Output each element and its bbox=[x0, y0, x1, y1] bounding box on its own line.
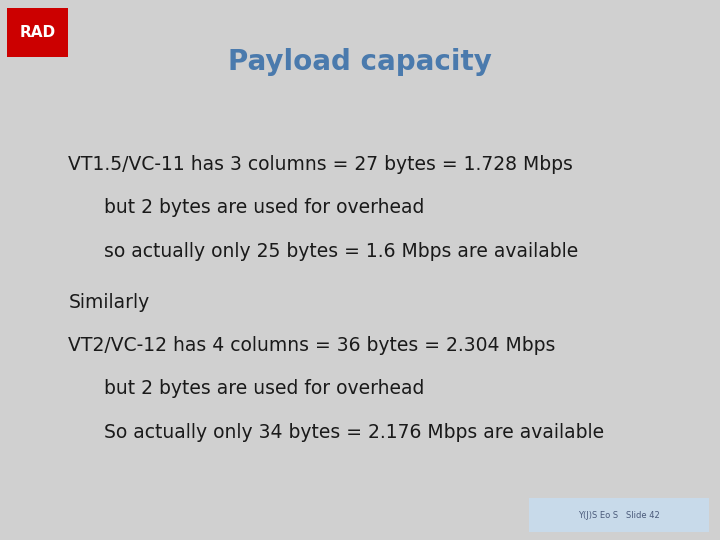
Text: but 2 bytes are used for overhead: but 2 bytes are used for overhead bbox=[104, 379, 425, 399]
Text: so actually only 25 bytes = 1.6 Mbps are available: so actually only 25 bytes = 1.6 Mbps are… bbox=[104, 241, 579, 261]
FancyBboxPatch shape bbox=[529, 498, 709, 532]
FancyBboxPatch shape bbox=[7, 8, 68, 57]
Text: RAD: RAD bbox=[19, 25, 56, 40]
Text: but 2 bytes are used for overhead: but 2 bytes are used for overhead bbox=[104, 198, 425, 218]
Text: Payload capacity: Payload capacity bbox=[228, 48, 492, 76]
Text: Similarly: Similarly bbox=[68, 293, 150, 312]
Text: VT2/VC-12 has 4 columns = 36 bytes = 2.304 Mbps: VT2/VC-12 has 4 columns = 36 bytes = 2.3… bbox=[68, 336, 556, 355]
Text: VT1.5/VC-11 has 3 columns = 27 bytes = 1.728 Mbps: VT1.5/VC-11 has 3 columns = 27 bytes = 1… bbox=[68, 155, 573, 174]
Text: So actually only 34 bytes = 2.176 Mbps are available: So actually only 34 bytes = 2.176 Mbps a… bbox=[104, 422, 605, 442]
Text: Y(J)S Eo S   Slide 42: Y(J)S Eo S Slide 42 bbox=[578, 511, 660, 519]
